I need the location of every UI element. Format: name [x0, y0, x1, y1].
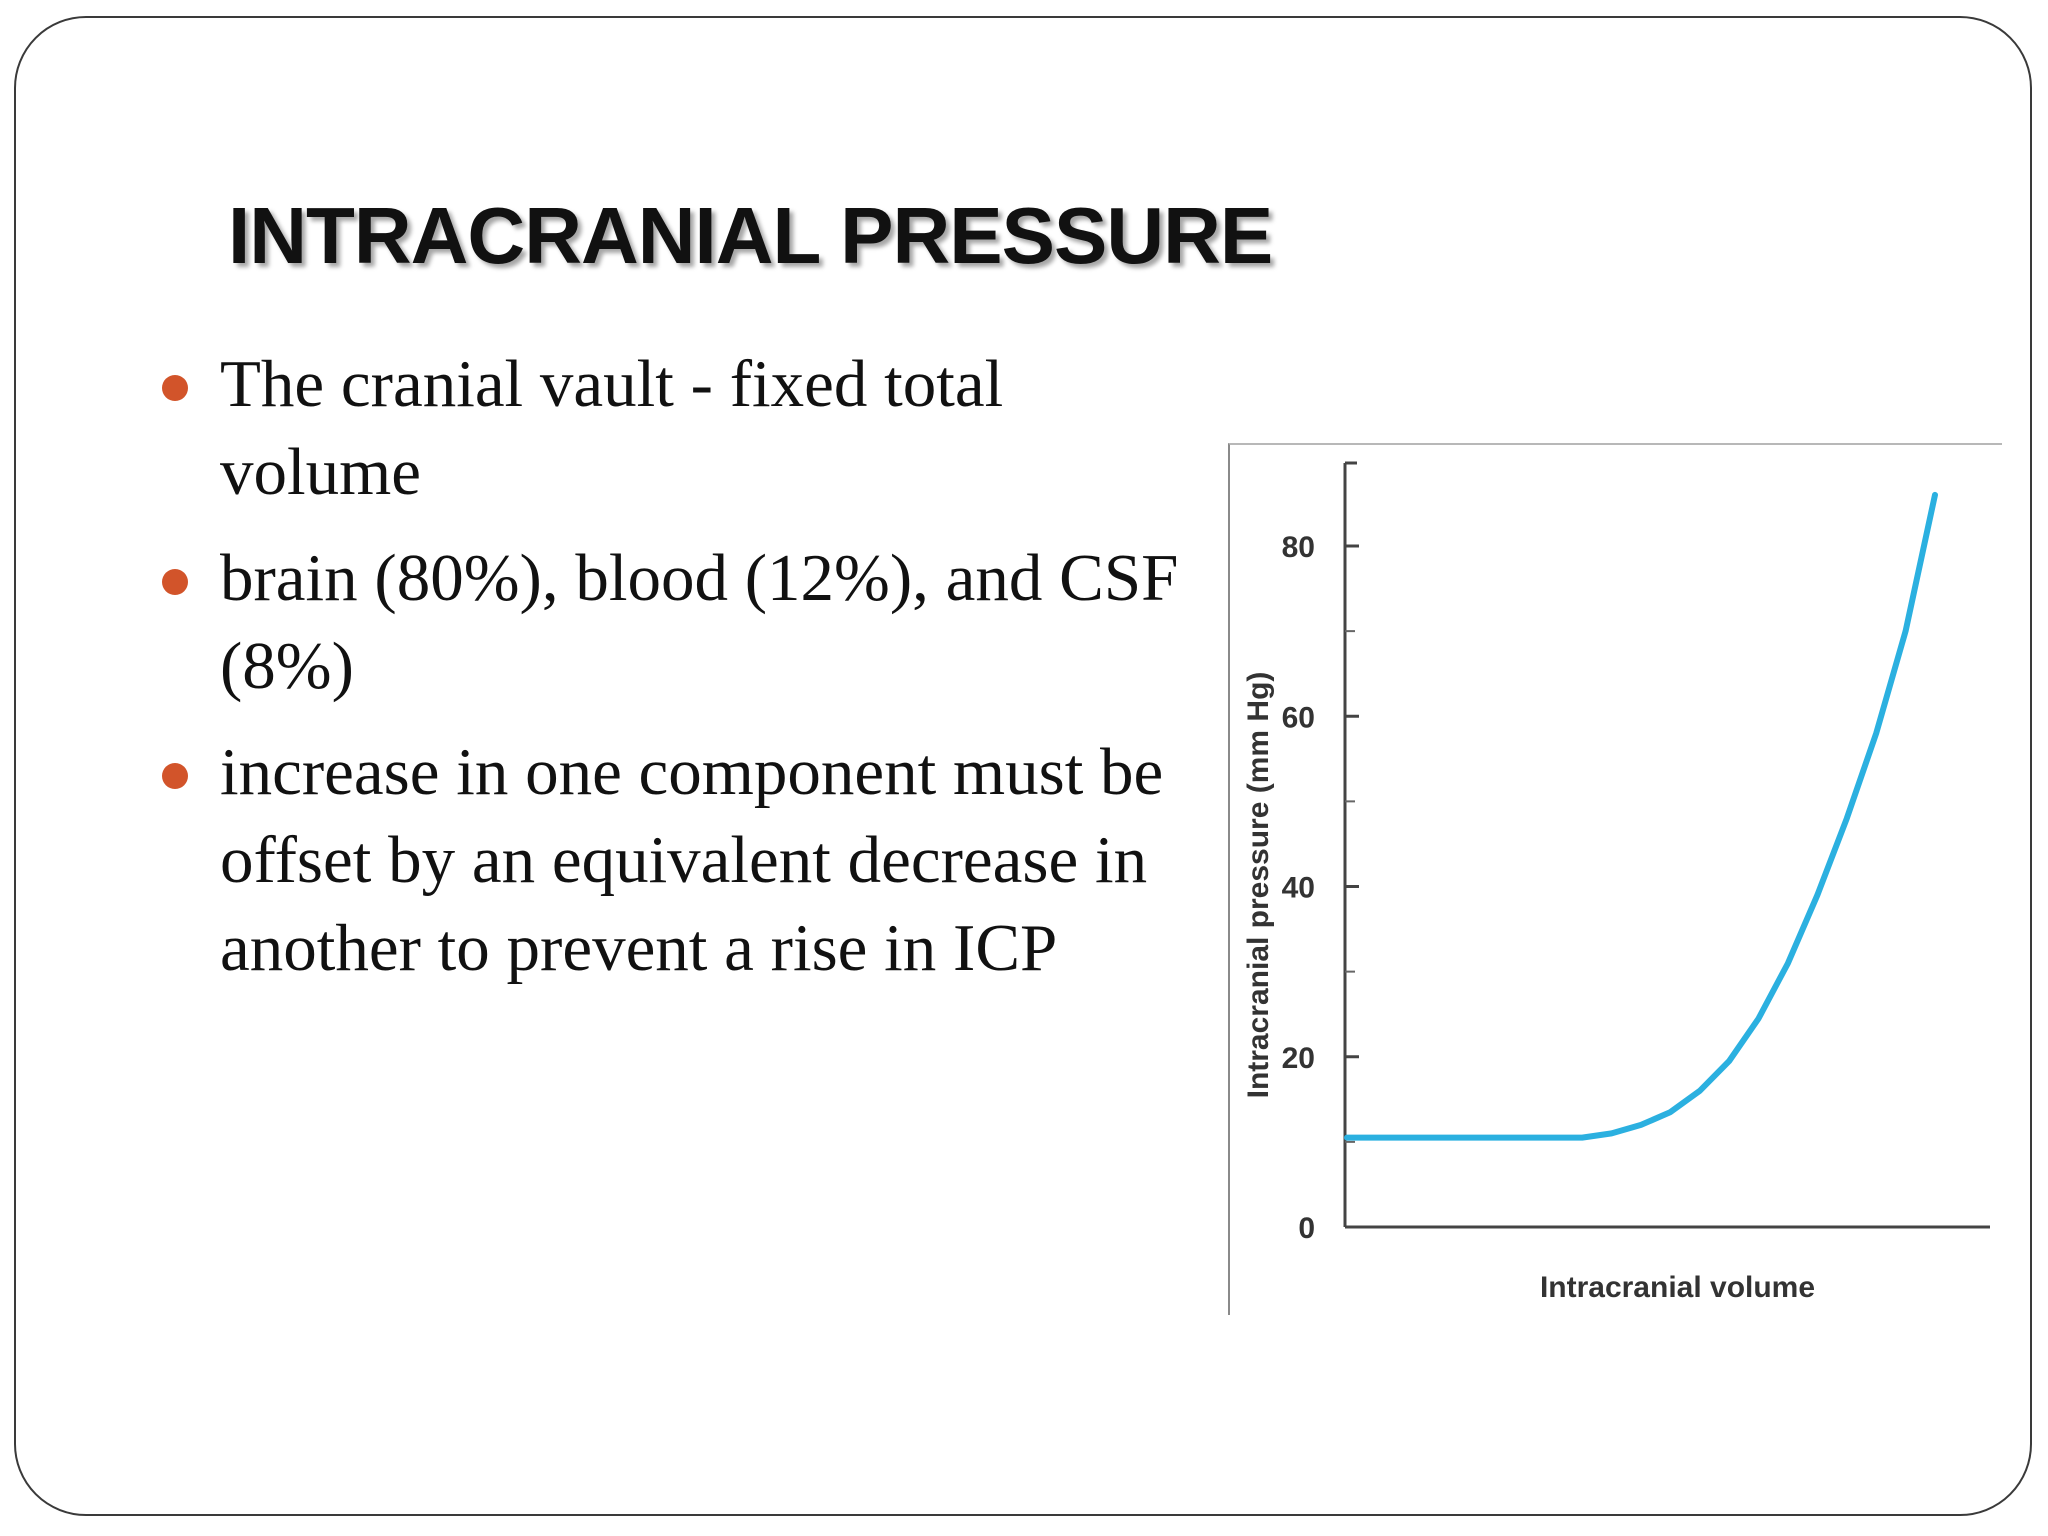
pressure-volume-curve: [1344, 491, 1938, 1141]
y-tick-label: 80: [1282, 531, 1315, 564]
bullet-item: increase in one component must be offset…: [160, 728, 1210, 992]
bullet-item: brain (80%), blood (12%), and CSF (8%): [160, 534, 1210, 710]
y-axis-ticks: 0 20 40 60 80: [1282, 531, 1359, 1245]
bullet-text: The cranial vault - fixed total volume: [220, 347, 1004, 509]
bullet-dot-icon: [162, 375, 188, 401]
bullet-text: brain (80%), blood (12%), and CSF (8%): [220, 541, 1179, 703]
chart-axes: [1343, 461, 1990, 1229]
bullet-list: The cranial vault - fixed total volume b…: [160, 340, 1210, 1010]
bullet-text: increase in one component must be offset…: [220, 735, 1164, 985]
y-tick-label: 20: [1282, 1042, 1315, 1075]
bullet-dot-icon: [162, 763, 188, 789]
x-axis-title: Intracranial volume: [1540, 1271, 1815, 1304]
slide-title: INTRACRANIAL PRESSURE: [228, 191, 1273, 280]
y-tick-label: 40: [1282, 872, 1315, 905]
bullet-item: The cranial vault - fixed total volume: [160, 340, 1210, 516]
y-tick-label: 60: [1282, 701, 1315, 734]
y-tick-label: 0: [1298, 1212, 1315, 1245]
bullet-dot-icon: [162, 569, 188, 595]
icp-chart-panel: 0 20 40 60 80 Intracranial pressure (mm Hg) …: [1228, 443, 2002, 1315]
y-axis-title: Intracranial pressure (mm Hg): [1242, 672, 1275, 1099]
